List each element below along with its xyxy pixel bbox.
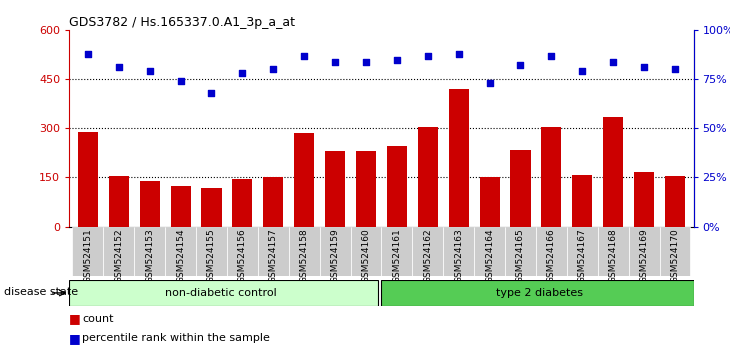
- Bar: [387, 146, 407, 227]
- Text: GSM524161: GSM524161: [392, 228, 402, 283]
- Text: GSM524153: GSM524153: [145, 228, 154, 283]
- Point: [669, 67, 681, 72]
- Point: [638, 64, 650, 70]
- Point: [174, 78, 186, 84]
- Bar: [480, 177, 499, 227]
- Bar: [381, 227, 412, 276]
- Bar: [232, 179, 253, 227]
- Point: [299, 53, 310, 58]
- Bar: [566, 227, 598, 276]
- Point: [391, 57, 403, 62]
- Bar: [659, 227, 691, 276]
- Text: GSM524166: GSM524166: [547, 228, 556, 283]
- Bar: [665, 176, 685, 227]
- Text: ■: ■: [69, 312, 81, 325]
- Bar: [104, 227, 134, 276]
- Bar: [171, 185, 191, 227]
- Text: percentile rank within the sample: percentile rank within the sample: [82, 333, 270, 343]
- Bar: [418, 127, 438, 227]
- Text: count: count: [82, 314, 114, 324]
- Text: ■: ■: [69, 332, 81, 344]
- Point: [329, 59, 341, 64]
- Point: [577, 69, 588, 74]
- Bar: [320, 227, 350, 276]
- Point: [484, 80, 496, 86]
- Bar: [201, 188, 221, 227]
- Bar: [572, 175, 592, 227]
- Text: disease state: disease state: [4, 287, 78, 297]
- Bar: [634, 172, 654, 227]
- Text: GSM524156: GSM524156: [238, 228, 247, 283]
- Bar: [69, 280, 378, 306]
- Bar: [165, 227, 196, 276]
- Bar: [325, 151, 345, 227]
- Bar: [258, 227, 289, 276]
- Bar: [227, 227, 258, 276]
- Text: GSM524158: GSM524158: [300, 228, 309, 283]
- Point: [453, 51, 464, 57]
- Bar: [536, 227, 566, 276]
- Text: GSM524160: GSM524160: [361, 228, 371, 283]
- Text: GSM524154: GSM524154: [176, 228, 185, 283]
- Text: GSM524169: GSM524169: [639, 228, 648, 283]
- Bar: [139, 181, 160, 227]
- Bar: [381, 280, 694, 306]
- Text: GSM524165: GSM524165: [516, 228, 525, 283]
- Bar: [289, 227, 320, 276]
- Bar: [350, 227, 381, 276]
- Bar: [72, 227, 104, 276]
- Bar: [356, 151, 376, 227]
- Bar: [134, 227, 165, 276]
- Point: [82, 51, 93, 57]
- Bar: [598, 227, 629, 276]
- Bar: [412, 227, 443, 276]
- Bar: [603, 117, 623, 227]
- Text: GSM524168: GSM524168: [609, 228, 618, 283]
- Bar: [78, 132, 98, 227]
- Text: GSM524162: GSM524162: [423, 228, 432, 283]
- Point: [515, 63, 526, 68]
- Text: GSM524163: GSM524163: [454, 228, 463, 283]
- Text: GSM524157: GSM524157: [269, 228, 278, 283]
- Point: [144, 69, 155, 74]
- Text: type 2 diabetes: type 2 diabetes: [496, 288, 583, 298]
- Bar: [542, 127, 561, 227]
- Text: GSM524167: GSM524167: [577, 228, 587, 283]
- Bar: [505, 227, 536, 276]
- Text: GSM524164: GSM524164: [485, 228, 494, 283]
- Bar: [510, 150, 531, 227]
- Point: [360, 59, 372, 64]
- Point: [267, 67, 279, 72]
- Text: GSM524170: GSM524170: [670, 228, 680, 283]
- Point: [113, 64, 125, 70]
- Point: [237, 70, 248, 76]
- Bar: [196, 227, 227, 276]
- Text: GSM524155: GSM524155: [207, 228, 216, 283]
- Bar: [264, 177, 283, 227]
- Bar: [474, 227, 505, 276]
- Bar: [449, 89, 469, 227]
- Text: GDS3782 / Hs.165337.0.A1_3p_a_at: GDS3782 / Hs.165337.0.A1_3p_a_at: [69, 16, 296, 29]
- Text: GSM524152: GSM524152: [115, 228, 123, 283]
- Point: [545, 53, 557, 58]
- Bar: [294, 133, 314, 227]
- Bar: [109, 176, 128, 227]
- Text: GSM524151: GSM524151: [83, 228, 93, 283]
- Bar: [443, 227, 474, 276]
- Point: [422, 53, 434, 58]
- Point: [607, 59, 619, 64]
- Text: non-diabetic control: non-diabetic control: [165, 288, 277, 298]
- Point: [206, 90, 218, 96]
- Bar: [629, 227, 659, 276]
- Text: GSM524159: GSM524159: [331, 228, 339, 283]
